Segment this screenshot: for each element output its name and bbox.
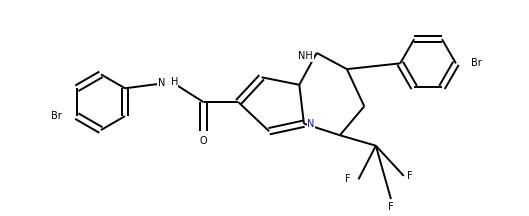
Text: Br: Br	[51, 111, 62, 121]
Text: F: F	[345, 174, 350, 184]
Text: H: H	[170, 78, 178, 87]
Text: Br: Br	[471, 58, 482, 68]
Text: N: N	[307, 119, 315, 129]
Text: F: F	[407, 171, 412, 181]
Text: F: F	[388, 202, 394, 212]
Text: N: N	[158, 78, 166, 88]
Text: NH: NH	[298, 51, 313, 61]
Text: O: O	[200, 136, 207, 146]
